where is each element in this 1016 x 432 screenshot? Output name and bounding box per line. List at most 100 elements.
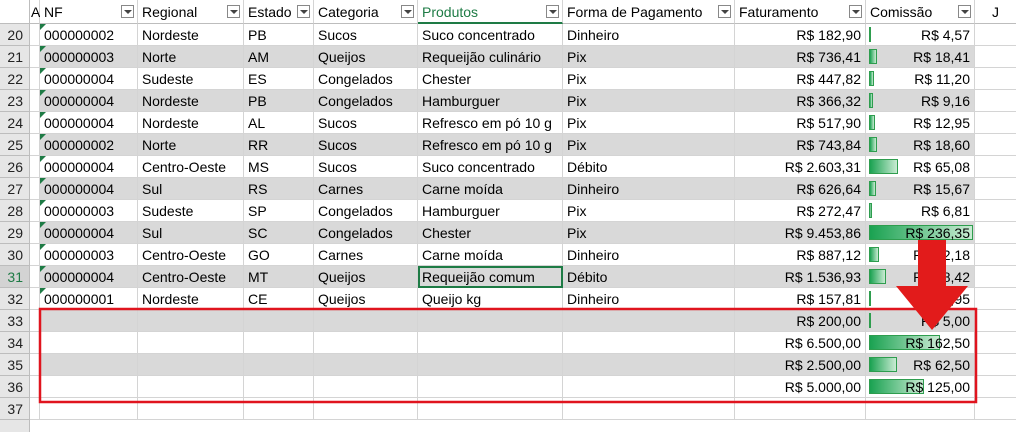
cell[interactable]	[138, 310, 244, 332]
column-header[interactable]: Produtos	[418, 0, 563, 24]
cell[interactable]: R$ 6,81	[866, 200, 975, 222]
cell[interactable]	[418, 310, 563, 332]
cell[interactable]: R$ 9,16	[866, 90, 975, 112]
cell[interactable]: AM	[244, 46, 314, 68]
cell[interactable]: Dinheiro	[563, 244, 735, 266]
cell[interactable]	[314, 310, 418, 332]
cell[interactable]: Refresco em pó 10 g	[418, 134, 563, 156]
cell[interactable]: Norte	[138, 134, 244, 156]
cell[interactable]: Dinheiro	[563, 178, 735, 200]
cell[interactable]: R$ 18,41	[866, 46, 975, 68]
cell[interactable]: Chester	[418, 222, 563, 244]
cell[interactable]: R$ 200,00	[735, 310, 866, 332]
cell[interactable]: R$ 736,41	[735, 46, 866, 68]
cell[interactable]: Centro-Oeste	[138, 244, 244, 266]
filter-button[interactable]	[401, 5, 414, 18]
cell[interactable]	[40, 398, 138, 420]
cell[interactable]	[40, 376, 138, 398]
cell[interactable]: CE	[244, 288, 314, 310]
cell[interactable]	[866, 398, 975, 420]
cell[interactable]: Dinheiro	[563, 288, 735, 310]
cell[interactable]: R$ 38,42	[866, 266, 975, 288]
cell[interactable]: RS	[244, 178, 314, 200]
cell[interactable]: Chester	[418, 68, 563, 90]
cell[interactable]	[138, 376, 244, 398]
cell[interactable]: 000000001	[40, 288, 138, 310]
cell[interactable]	[314, 376, 418, 398]
cell[interactable]	[418, 332, 563, 354]
cell[interactable]: Sucos	[314, 112, 418, 134]
cell[interactable]	[244, 332, 314, 354]
cell[interactable]: R$ 236,35	[866, 222, 975, 244]
cell[interactable]	[418, 398, 563, 420]
cell[interactable]: R$ 272,47	[735, 200, 866, 222]
filter-button[interactable]	[849, 5, 862, 18]
cell[interactable]: 000000004	[40, 156, 138, 178]
column-header[interactable]: Comissão	[866, 0, 975, 24]
cell[interactable]	[138, 398, 244, 420]
cell[interactable]: 000000004	[40, 178, 138, 200]
cell[interactable]: 000000004	[40, 112, 138, 134]
cell[interactable]: Hamburguer	[418, 200, 563, 222]
cell[interactable]: 000000004	[40, 90, 138, 112]
cell[interactable]: R$ 366,32	[735, 90, 866, 112]
cell[interactable]	[138, 332, 244, 354]
cell[interactable]	[244, 376, 314, 398]
cell[interactable]: Pix	[563, 46, 735, 68]
cell[interactable]	[244, 310, 314, 332]
cell[interactable]: Carnes	[314, 244, 418, 266]
cell[interactable]: R$ 1.536,93	[735, 266, 866, 288]
cell[interactable]: Sucos	[314, 156, 418, 178]
column-header[interactable]: Categoria	[314, 0, 418, 24]
cell[interactable]: SP	[244, 200, 314, 222]
cell[interactable]: Requeijão comum	[418, 266, 563, 288]
cell[interactable]: R$ 125,00	[866, 376, 975, 398]
cell[interactable]: 000000002	[40, 24, 138, 46]
cell[interactable]: SC	[244, 222, 314, 244]
cell[interactable]: Congelados	[314, 222, 418, 244]
cell[interactable]: Carne moída	[418, 244, 563, 266]
cell[interactable]	[563, 310, 735, 332]
cell[interactable]	[314, 354, 418, 376]
cell[interactable]: PB	[244, 24, 314, 46]
cell[interactable]: Congelados	[314, 90, 418, 112]
cell[interactable]: R$ 517,90	[735, 112, 866, 134]
cell[interactable]: 000000004	[40, 68, 138, 90]
cell[interactable]: MT	[244, 266, 314, 288]
cell[interactable]: 000000002	[40, 134, 138, 156]
cell[interactable]: GO	[244, 244, 314, 266]
cell[interactable]	[563, 376, 735, 398]
cell[interactable]: Queijo kg	[418, 288, 563, 310]
column-header[interactable]: Estado	[244, 0, 314, 24]
cell[interactable]: R$ 2.603,31	[735, 156, 866, 178]
cell[interactable]	[418, 376, 563, 398]
cell[interactable]	[40, 310, 138, 332]
filter-button[interactable]	[227, 5, 240, 18]
cell[interactable]: R$ 12,95	[866, 112, 975, 134]
cell[interactable]: PB	[244, 90, 314, 112]
cell[interactable]: R$ 3,95	[866, 288, 975, 310]
column-header[interactable]: Faturamento	[735, 0, 866, 24]
cell[interactable]: Débito	[563, 156, 735, 178]
cell[interactable]	[418, 354, 563, 376]
cell[interactable]: R$ 65,08	[866, 156, 975, 178]
cell[interactable]: R$ 5,00	[866, 310, 975, 332]
cell[interactable]	[244, 354, 314, 376]
cell[interactable]	[244, 398, 314, 420]
cell[interactable]: RR	[244, 134, 314, 156]
cell[interactable]: Queijos	[314, 46, 418, 68]
filter-button[interactable]	[121, 5, 134, 18]
cell[interactable]: Centro-Oeste	[138, 266, 244, 288]
cell[interactable]: R$ 743,84	[735, 134, 866, 156]
cell[interactable]: R$ 22,18	[866, 244, 975, 266]
cell[interactable]	[40, 354, 138, 376]
cell[interactable]: Pix	[563, 68, 735, 90]
cell[interactable]: Débito	[563, 266, 735, 288]
cell[interactable]: Dinheiro	[563, 24, 735, 46]
cell[interactable]: AL	[244, 112, 314, 134]
cell[interactable]	[735, 398, 866, 420]
cell[interactable]: 000000004	[40, 222, 138, 244]
cell[interactable]: Sucos	[314, 24, 418, 46]
filter-button[interactable]	[297, 5, 310, 18]
cell[interactable]: R$ 2.500,00	[735, 354, 866, 376]
